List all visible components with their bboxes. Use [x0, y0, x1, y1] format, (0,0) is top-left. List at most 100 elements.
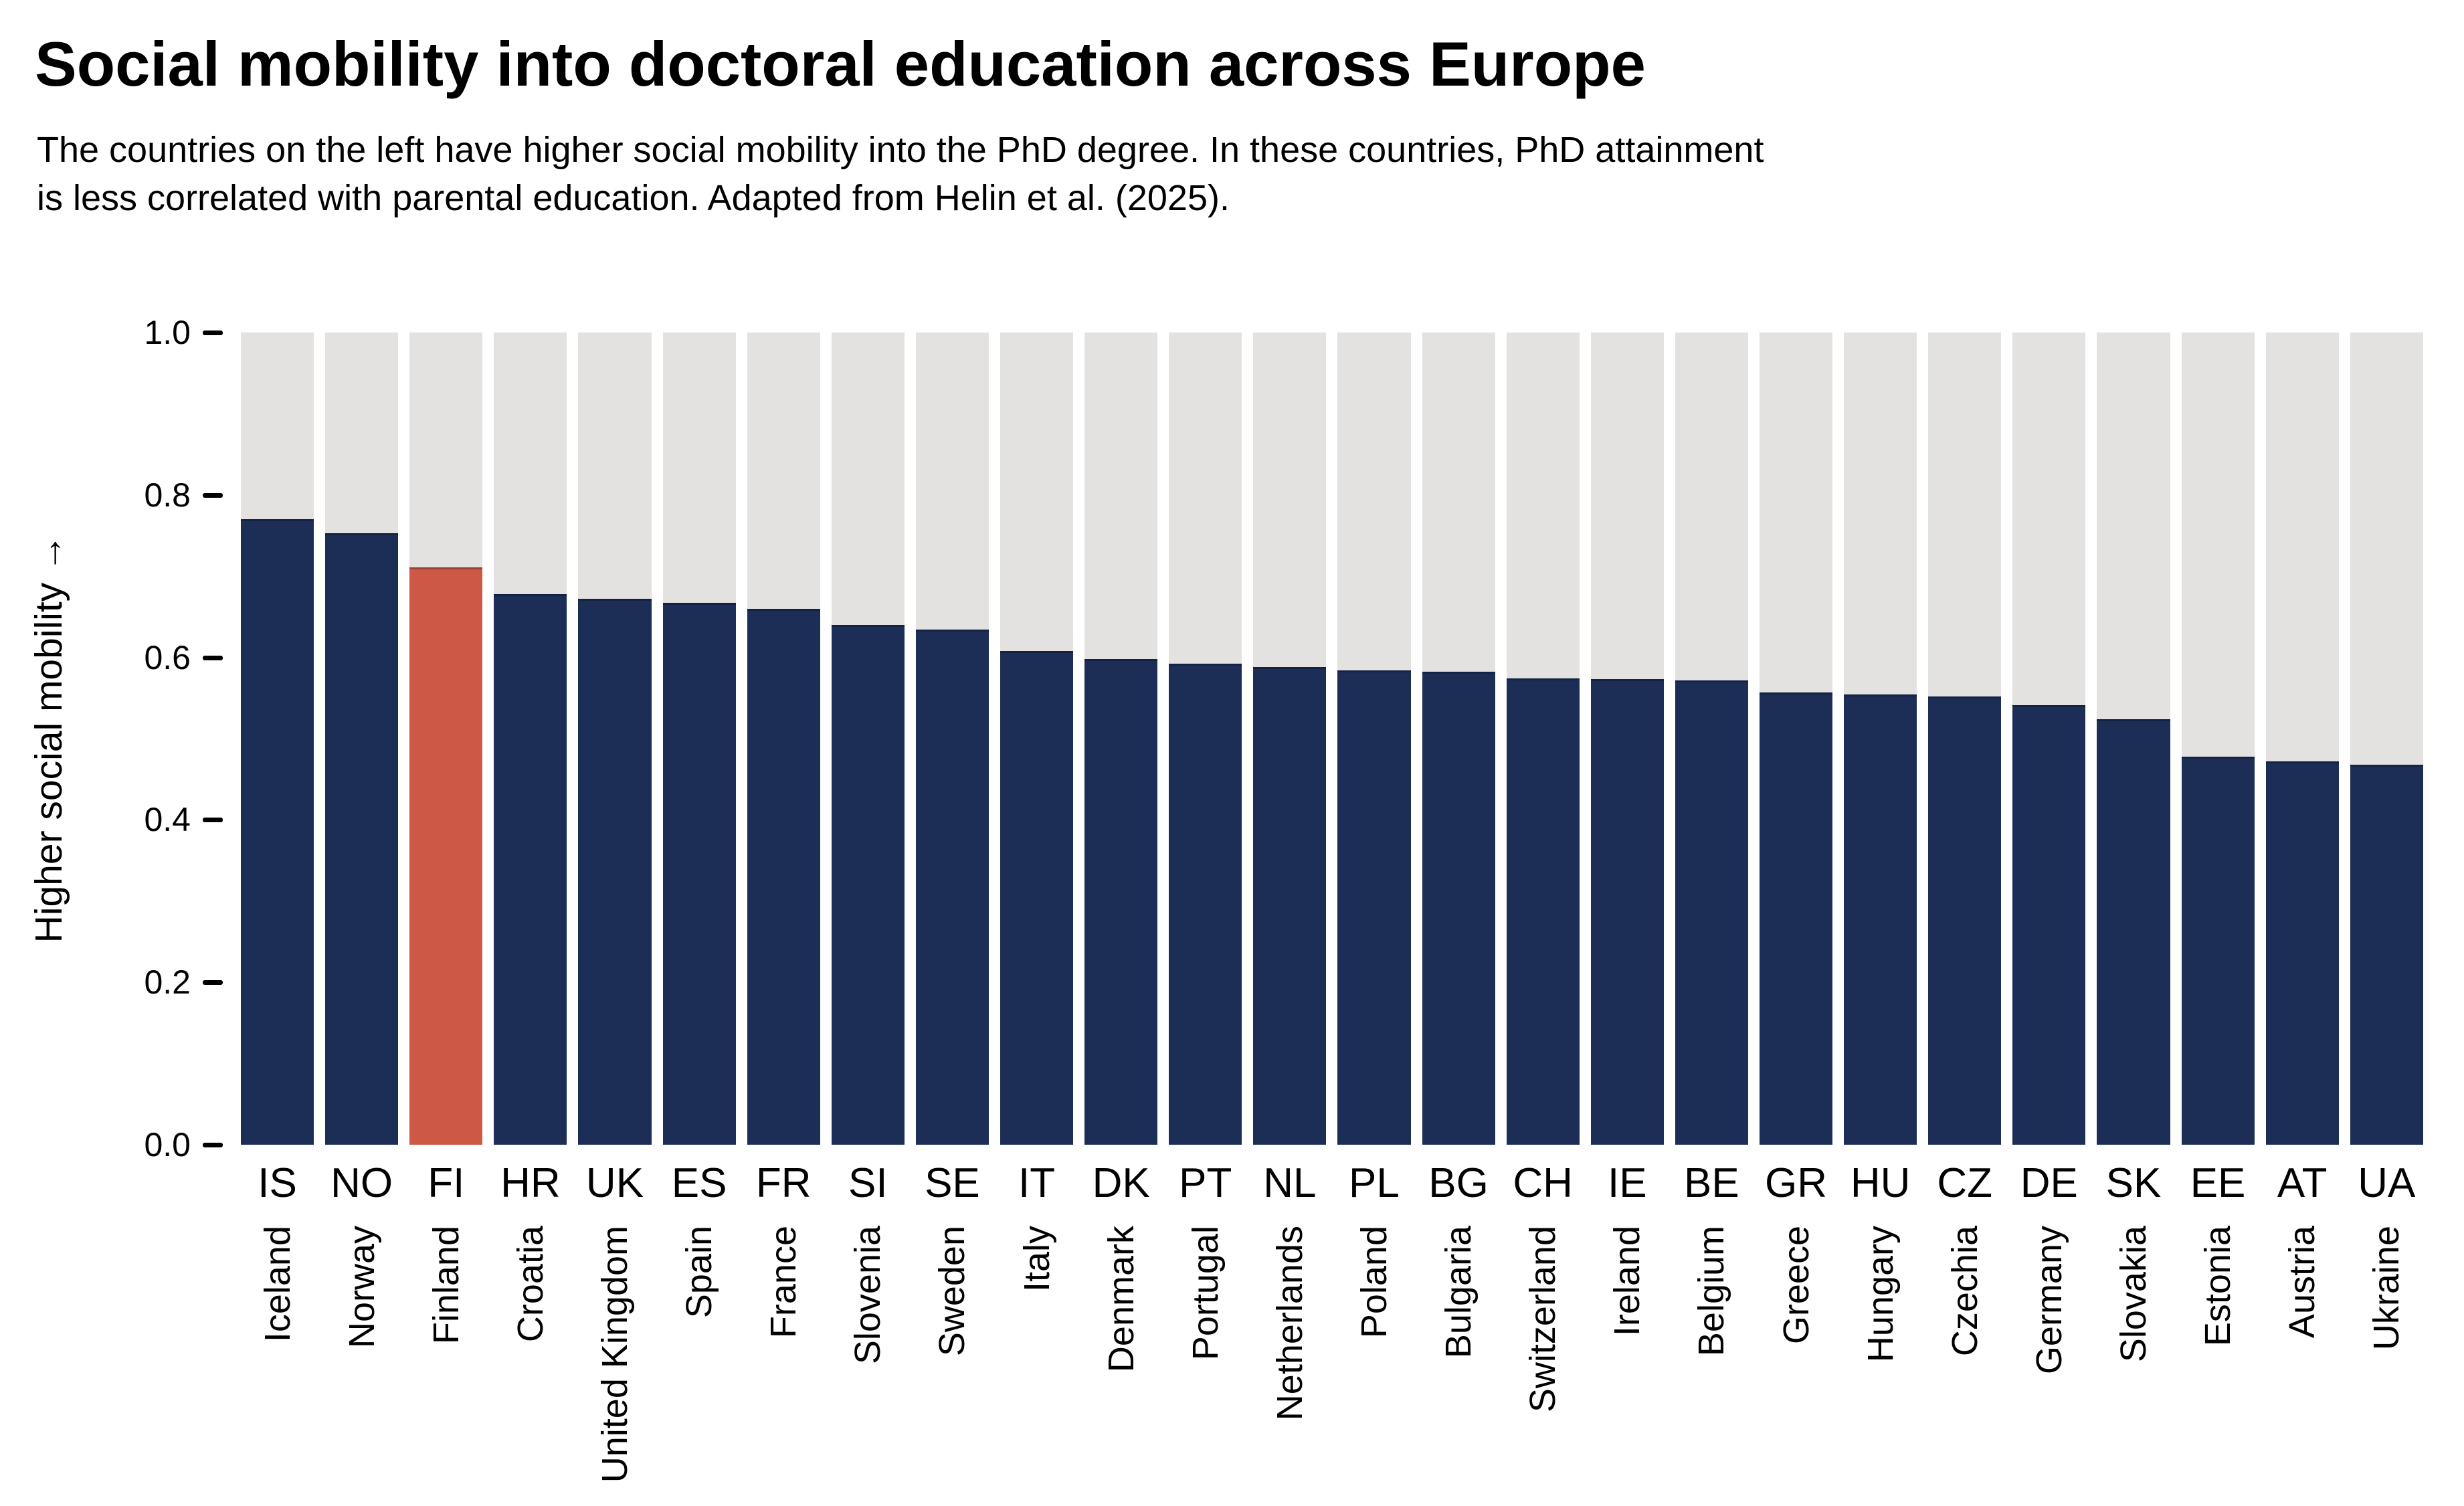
bar-fill-NO	[325, 533, 399, 1145]
bar-CZ	[1928, 333, 2002, 1145]
y-axis-tick-label: 1.0	[144, 314, 191, 351]
x-axis-code-label: SK	[2105, 1160, 2162, 1206]
chart-title: Social mobility into doctoral education …	[35, 29, 1646, 99]
bar-fill-IS	[241, 519, 314, 1145]
x-label-EE: EE Estonia	[2182, 1160, 2255, 1483]
y-axis: 0.0 0.2 0.4 0.6 0.8 1.0	[0, 314, 223, 1163]
bar-fill-CH	[1506, 678, 1580, 1145]
chart-subtitle-line-1: The countries on the left have higher so…	[37, 130, 1764, 170]
y-axis-tick-mark	[203, 980, 223, 985]
bar-SE	[915, 333, 989, 1145]
x-label-SI: SI Slovenia	[832, 1160, 905, 1483]
bar-fill-BG	[1422, 672, 1495, 1145]
bar-IT	[1000, 333, 1074, 1145]
x-axis-country-label: United Kingdom	[594, 1226, 635, 1483]
bar-fill-UA	[2350, 764, 2423, 1145]
x-axis-code-label: FR	[755, 1160, 812, 1206]
x-label-IS: IS Iceland	[241, 1160, 314, 1483]
x-axis-country-label: Greece	[1776, 1226, 1816, 1345]
x-axis-code-label: SE	[925, 1160, 980, 1206]
bar-GR	[1759, 333, 1833, 1145]
chart-subtitle-line-2: is less correlated with parental educati…	[37, 178, 1230, 218]
plot-area	[241, 333, 2423, 1145]
x-axis-country-label: Belgium	[1691, 1226, 1732, 1357]
x-label-CZ: CZ Czechia	[1928, 1160, 2001, 1483]
x-axis-code-label: NL	[1263, 1160, 1317, 1206]
bar-AT	[2265, 333, 2339, 1145]
bar-FR	[747, 333, 820, 1145]
bar-fill-IT	[1000, 650, 1074, 1145]
x-axis-country-label: Sweden	[932, 1226, 973, 1357]
bar-NO	[325, 333, 399, 1145]
x-axis-code-label: UK	[585, 1160, 644, 1206]
bar-fill-PL	[1337, 670, 1411, 1145]
x-axis-country-label: Norway	[341, 1226, 382, 1349]
bar-fill-ES	[662, 603, 736, 1145]
bar-fill-SE	[915, 630, 989, 1145]
bar-HU	[1844, 333, 1917, 1145]
x-label-FI: FI Finland	[409, 1160, 482, 1483]
bar-DK	[1084, 333, 1158, 1145]
x-label-UA: UA Ukraine	[2350, 1160, 2423, 1483]
bar-fill-SK	[2097, 719, 2170, 1145]
x-axis-code-label: CH	[1513, 1160, 1573, 1206]
x-axis-country-label: Hungary	[1860, 1226, 1901, 1363]
bar-IE	[1590, 333, 1664, 1145]
x-axis-code-label: DK	[1092, 1160, 1150, 1206]
x-axis-country-label: Finland	[425, 1226, 466, 1345]
bar-fill-FI	[409, 567, 483, 1145]
bar-fill-IE	[1590, 679, 1664, 1145]
bar-PL	[1337, 333, 1411, 1145]
y-axis-tick-mark	[203, 492, 223, 498]
x-axis-country-label: Ukraine	[2366, 1226, 2407, 1351]
x-axis-code-label: IE	[1608, 1160, 1647, 1206]
bar-fill-BE	[1675, 680, 1748, 1145]
x-label-SK: SK Slovakia	[2097, 1160, 2170, 1483]
y-axis-tick-label: 0.4	[144, 801, 191, 839]
x-label-BE: BE Belgium	[1675, 1160, 1748, 1483]
bar-fill-HR	[494, 593, 567, 1145]
x-axis-country-label: France	[763, 1226, 804, 1339]
x-axis-country-label: Austria	[2282, 1226, 2323, 1339]
x-label-ES: ES Spain	[663, 1160, 736, 1483]
x-label-CH: CH Switzerland	[1507, 1160, 1580, 1483]
bar-fill-HU	[1844, 694, 1917, 1145]
x-axis-country-label: Ireland	[1607, 1226, 1648, 1337]
x-axis-code-label: HU	[1850, 1160, 1911, 1206]
x-axis-country-label: Slovakia	[2113, 1226, 2154, 1363]
x-axis-code-label: IT	[1018, 1160, 1056, 1206]
x-label-BG: BG Bulgaria	[1422, 1160, 1495, 1483]
x-label-NO: NO Norway	[325, 1160, 398, 1483]
bar-fill-DK	[1084, 659, 1158, 1145]
x-axis-code-label: UA	[2358, 1160, 2416, 1206]
y-axis-tick-label: 0.8	[144, 476, 191, 514]
bar-UK	[578, 333, 652, 1145]
bar-fill-SI	[831, 625, 905, 1145]
x-axis-country-label: Estonia	[2198, 1226, 2239, 1347]
x-axis-country-label: Croatia	[510, 1226, 551, 1343]
x-label-UK: UK United Kingdom	[578, 1160, 651, 1483]
x-label-DK: DK Denmark	[1084, 1160, 1157, 1483]
x-axis-code-label: CZ	[1937, 1160, 1993, 1206]
x-label-AT: AT Austria	[2266, 1160, 2339, 1483]
y-axis-tick-label: 0.2	[144, 963, 191, 1002]
x-label-SE: SE Sweden	[916, 1160, 989, 1483]
bar-DE	[2012, 333, 2086, 1145]
x-label-PL: PL Poland	[1337, 1160, 1410, 1483]
x-axis-code-label: GR	[1765, 1160, 1828, 1206]
x-axis: IS Iceland NO Norway FI Finland HR Croatia UK Uni…	[241, 1160, 2423, 1483]
chart-subtitle: The countries on the left have higher so…	[37, 126, 1764, 222]
x-label-DE: DE Germany	[2012, 1160, 2085, 1483]
x-axis-country-label: Netherlands	[1269, 1226, 1310, 1421]
x-axis-code-label: IS	[258, 1160, 297, 1206]
bar-SI	[831, 333, 905, 1145]
x-label-IE: IE Ireland	[1591, 1160, 1664, 1483]
bar-BE	[1675, 333, 1748, 1145]
x-axis-code-label: NO	[330, 1160, 393, 1206]
y-axis-tick-mark	[203, 818, 223, 823]
x-axis-country-label: Slovenia	[848, 1226, 888, 1365]
x-axis-code-label: PL	[1349, 1160, 1400, 1206]
bar-UA	[2350, 333, 2423, 1145]
x-axis-country-label: Spain	[679, 1226, 720, 1319]
